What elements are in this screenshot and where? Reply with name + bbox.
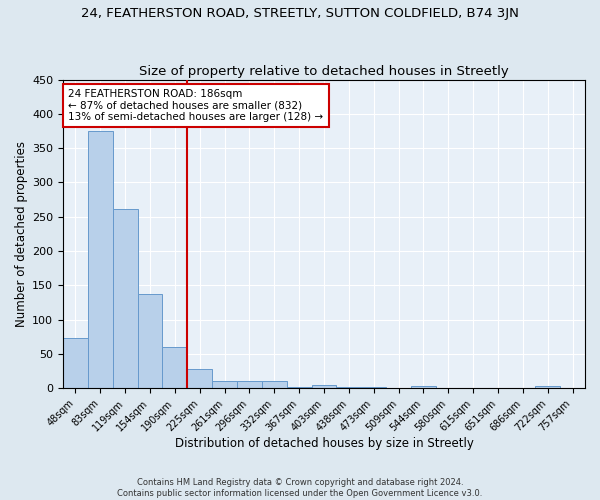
- Bar: [262, 382, 287, 388]
- Bar: [212, 382, 237, 388]
- Bar: [535, 386, 560, 388]
- Bar: [163, 347, 187, 388]
- Bar: [411, 386, 436, 388]
- Bar: [88, 131, 113, 388]
- Bar: [137, 294, 163, 388]
- Y-axis label: Number of detached properties: Number of detached properties: [15, 141, 28, 327]
- Text: 24 FEATHERSTON ROAD: 186sqm
← 87% of detached houses are smaller (832)
13% of se: 24 FEATHERSTON ROAD: 186sqm ← 87% of det…: [68, 89, 323, 122]
- Bar: [311, 386, 337, 388]
- Bar: [63, 338, 88, 388]
- Title: Size of property relative to detached houses in Streetly: Size of property relative to detached ho…: [139, 66, 509, 78]
- X-axis label: Distribution of detached houses by size in Streetly: Distribution of detached houses by size …: [175, 437, 473, 450]
- Bar: [113, 208, 137, 388]
- Bar: [237, 382, 262, 388]
- Bar: [187, 369, 212, 388]
- Text: 24, FEATHERSTON ROAD, STREETLY, SUTTON COLDFIELD, B74 3JN: 24, FEATHERSTON ROAD, STREETLY, SUTTON C…: [81, 8, 519, 20]
- Text: Contains HM Land Registry data © Crown copyright and database right 2024.
Contai: Contains HM Land Registry data © Crown c…: [118, 478, 482, 498]
